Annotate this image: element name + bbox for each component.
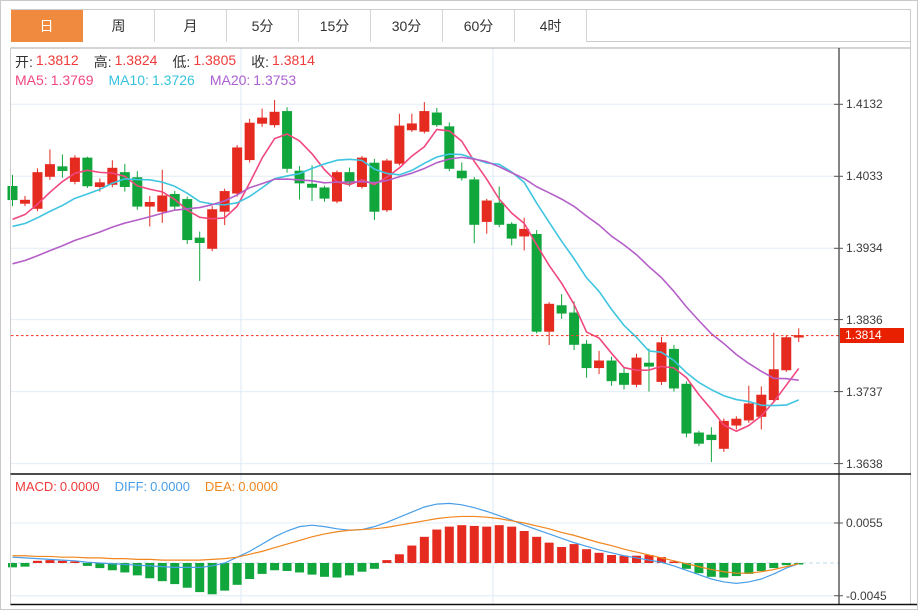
tab-15min[interactable]: 15分 — [299, 10, 371, 42]
ma5-value: 1.3769 — [50, 72, 94, 88]
macd-axis-label: 0.0055 — [846, 516, 883, 530]
dea-label: DEA: — [204, 479, 236, 494]
macd-axis-label: -0.0045 — [846, 588, 887, 603]
tab-5min[interactable]: 5分 — [227, 10, 299, 42]
close-label: 收: — [251, 54, 270, 70]
open-label: 开: — [15, 54, 33, 70]
price-axis-label: 1.3737 — [846, 384, 883, 399]
close-value: 1.3814 — [272, 52, 315, 68]
macd-label: MACD: — [15, 479, 57, 494]
price-axis-label: 1.4132 — [846, 97, 883, 112]
tab-month[interactable]: 月 — [155, 10, 227, 42]
tab-30min[interactable]: 30分 — [371, 10, 443, 42]
tab-60min[interactable]: 60分 — [443, 10, 515, 42]
price-axis-label: 1.3934 — [846, 241, 883, 256]
price-axis-label: 1.4033 — [846, 169, 883, 184]
ma-legend: MA5: 1.3769 MA10: 1.3726 MA20: 1.3753 — [15, 72, 296, 88]
open-value: 1.3812 — [35, 52, 79, 68]
tab-bar-filler — [587, 10, 911, 41]
low-label: 低: — [172, 54, 191, 70]
ma20-label: MA20: — [209, 72, 251, 88]
ma10-value: 1.3726 — [151, 72, 195, 88]
period-tab-bar: 日 周 月 5分 15分 30分 60分 4时 — [11, 9, 911, 42]
low-value: 1.3805 — [193, 52, 237, 68]
ma5-label: MA5: — [15, 72, 48, 88]
diff-label: DIFF: — [114, 479, 148, 494]
macd-legend: MACD: 0.0000 DIFF: 0.0000 DEA: 0.0000 — [15, 479, 278, 494]
dea-value: 0.0000 — [238, 479, 279, 494]
macd-value: 0.0000 — [59, 479, 100, 494]
ohlc-legend: 开: 1.3812 高: 1.3824 低: 1.3805 收: 1.3814 — [15, 52, 315, 72]
ma20-value: 1.3753 — [253, 72, 297, 88]
high-label: 高: — [93, 54, 112, 70]
ma10-label: MA10: — [108, 72, 149, 88]
high-value: 1.3824 — [114, 52, 158, 68]
price-axis-label: 1.3638 — [846, 456, 883, 471]
current-price-tag: 1.3814 — [840, 328, 904, 344]
tab-week[interactable]: 周 — [83, 10, 155, 42]
tab-day[interactable]: 日 — [11, 10, 83, 42]
price-axis-label: 1.3836 — [846, 312, 883, 327]
diff-value: 0.0000 — [150, 479, 190, 494]
tab-4hour[interactable]: 4时 — [515, 10, 587, 42]
